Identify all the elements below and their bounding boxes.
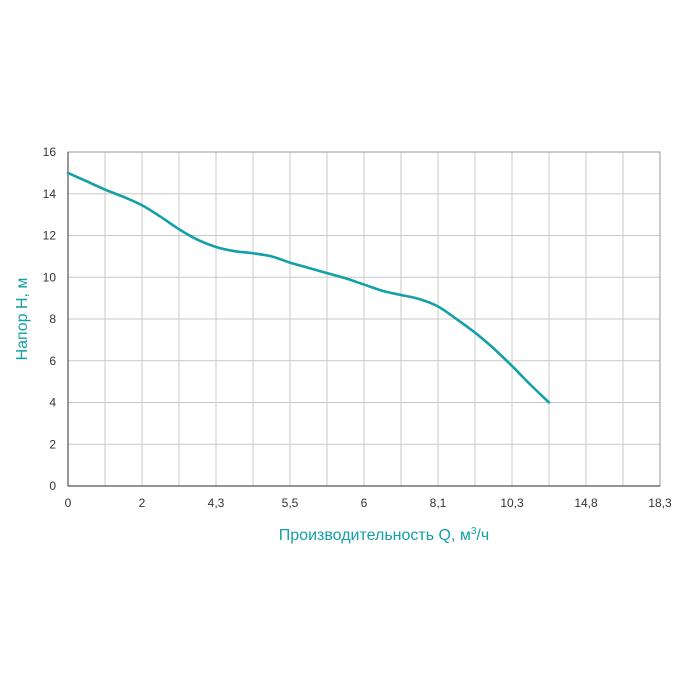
y-tick-label: 10 — [43, 270, 57, 284]
x-tick-label: 10,3 — [500, 496, 524, 510]
y-axis-title: Напор H, м — [14, 278, 31, 361]
x-tick-label: 18,3 — [648, 496, 672, 510]
x-tick-label: 4,3 — [208, 496, 225, 510]
y-tick-label: 2 — [49, 437, 56, 451]
x-tick-label: 8,1 — [430, 496, 447, 510]
x-tick-labels: 0 2 4,3 5,5 6 8,1 10,3 14,8 18,3 — [65, 496, 672, 510]
y-tick-label: 6 — [49, 354, 56, 368]
x-tick-label: 2 — [139, 496, 146, 510]
plot-frame — [67, 151, 661, 487]
x-axis-title-superscript: 3 — [471, 526, 477, 537]
y-tick-label: 16 — [43, 145, 57, 159]
x-axis-title: Производительность Q, м3/ч — [279, 526, 489, 544]
y-tick-label: 8 — [49, 312, 56, 326]
y-tick-label: 12 — [43, 229, 57, 243]
x-tick-label: 6 — [361, 496, 368, 510]
y-tick-label: 0 — [49, 479, 56, 493]
y-tick-label: 4 — [49, 396, 56, 410]
x-axis-title-main: Производительность Q, м — [279, 527, 471, 544]
series-line — [66, 171, 551, 404]
y-tick-labels: 0 2 4 6 8 10 12 14 16 — [43, 145, 57, 493]
y-tick-label: 14 — [43, 187, 57, 201]
grid — [68, 152, 660, 486]
x-axis-title-tail: /ч — [476, 527, 489, 544]
series-group — [66, 171, 551, 404]
x-tick-label: 5,5 — [282, 496, 299, 510]
x-tick-label: 14,8 — [574, 496, 598, 510]
x-tick-label: 0 — [65, 496, 72, 510]
